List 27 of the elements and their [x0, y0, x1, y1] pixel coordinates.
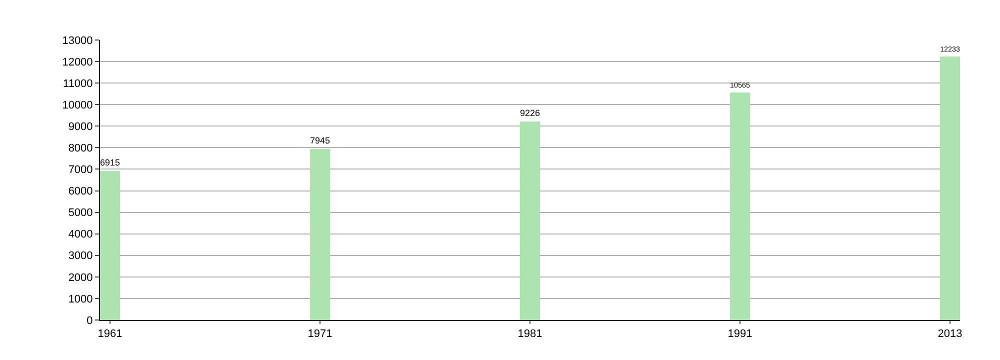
bar [730, 92, 750, 320]
bar [100, 171, 120, 320]
y-tick-label: 9000 [68, 121, 93, 133]
y-tick-label: 6000 [68, 186, 93, 198]
y-tick-label: 11000 [63, 78, 93, 90]
x-tick-label: 1961 [98, 328, 122, 340]
y-tick-label: 7000 [68, 164, 93, 176]
data-label: 9226 [520, 108, 540, 118]
x-tick-label: 1981 [518, 328, 542, 340]
y-tick-label: 4000 [68, 228, 93, 241]
bar [520, 121, 540, 320]
bar [940, 56, 960, 320]
y-tick-label: 13000 [62, 34, 93, 47]
y-tick-label: 3000 [68, 250, 93, 262]
x-tick-label: 1971 [308, 328, 332, 340]
y-tick-label: 10000 [62, 99, 93, 112]
y-tick-label: 2000 [68, 272, 93, 284]
data-label: 6915 [100, 158, 120, 168]
data-label: 7945 [310, 135, 330, 146]
y-tick-label: 0 [86, 314, 93, 327]
y-tick-label: 5000 [68, 207, 93, 220]
x-tick-label: 2013 [938, 328, 962, 340]
bar [310, 148, 330, 320]
x-tick-label: 1991 [728, 328, 752, 340]
y-tick-label: 1000 [68, 293, 93, 306]
y-tick-label: 12000 [62, 56, 93, 68]
y-tick-label: 8000 [68, 142, 93, 155]
